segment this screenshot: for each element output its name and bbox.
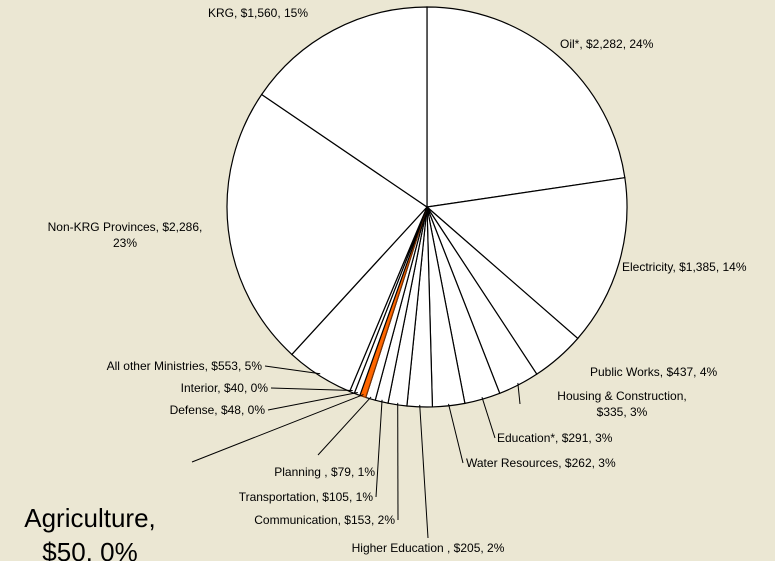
leader-line <box>264 365 321 375</box>
data-label: Communication, $153, 2% <box>254 513 395 527</box>
leader-line <box>267 392 358 411</box>
data-label: Defense, $48, 0% <box>170 403 266 417</box>
label-line: Oil*, $2,282, 24% <box>560 37 654 51</box>
pie-slice <box>226 93 428 356</box>
pie-slice <box>425 177 628 340</box>
label-line: KRG, $1,560, 15% <box>208 6 308 20</box>
label-line: Communication, $153, 2% <box>254 513 395 527</box>
data-label: Oil*, $2,282, 24% <box>560 37 654 51</box>
leader-line <box>481 397 496 439</box>
label-line: $335, 3% <box>597 405 648 419</box>
leader-line <box>375 399 383 498</box>
label-line: Planning , $79, 1% <box>274 465 375 479</box>
label-line: Electricity, $1,385, 14% <box>622 260 747 274</box>
data-label: Agriculture, $50, 0% <box>24 503 156 561</box>
label-line: Interior, $40, 0% <box>181 381 269 395</box>
label-line: Higher Education , $205, 2% <box>352 541 505 555</box>
data-label: Housing & Construction, $335, 3% <box>557 389 686 419</box>
label-line: 23% <box>113 236 137 250</box>
label-line: Education*, $291, 3% <box>497 431 613 445</box>
label-line: Housing & Construction, <box>557 389 686 403</box>
label-line: Defense, $48, 0% <box>170 403 266 417</box>
label-line: Transportation, $105, 1% <box>239 490 374 504</box>
data-label: Public Works, $437, 4% <box>590 365 718 379</box>
label-line: Water Resources, $262, 3% <box>466 456 616 470</box>
data-label: Water Resources, $262, 3% <box>466 456 616 470</box>
data-label: All other Ministries, $553, 5% <box>107 359 263 373</box>
data-label: Electricity, $1,385, 14% <box>622 260 747 274</box>
data-label: Interior, $40, 0% <box>181 381 269 395</box>
pie-slice <box>426 6 626 208</box>
leader-line <box>191 394 364 463</box>
data-label: Higher Education , $205, 2% <box>352 541 505 555</box>
leader-line <box>517 382 521 405</box>
data-label: Planning , $79, 1% <box>274 465 375 479</box>
pie-slice <box>260 6 428 209</box>
leader-line <box>448 403 464 464</box>
data-label: Non-KRG Provinces, $2,286, 23% <box>48 220 203 250</box>
data-label: KRG, $1,560, 15% <box>208 6 308 20</box>
leader-line <box>317 396 372 456</box>
data-label: Education*, $291, 3% <box>497 431 613 445</box>
label-line: $50, 0% <box>42 537 137 561</box>
label-line: Non-KRG Provinces, $2,286, <box>48 220 203 234</box>
data-label: Transportation, $105, 1% <box>239 490 374 504</box>
label-line: Public Works, $437, 4% <box>590 365 718 379</box>
label-line: All other Ministries, $553, 5% <box>107 359 263 373</box>
label-line: Agriculture, <box>24 503 156 533</box>
leader-line <box>419 404 429 539</box>
leader-line <box>270 387 353 392</box>
